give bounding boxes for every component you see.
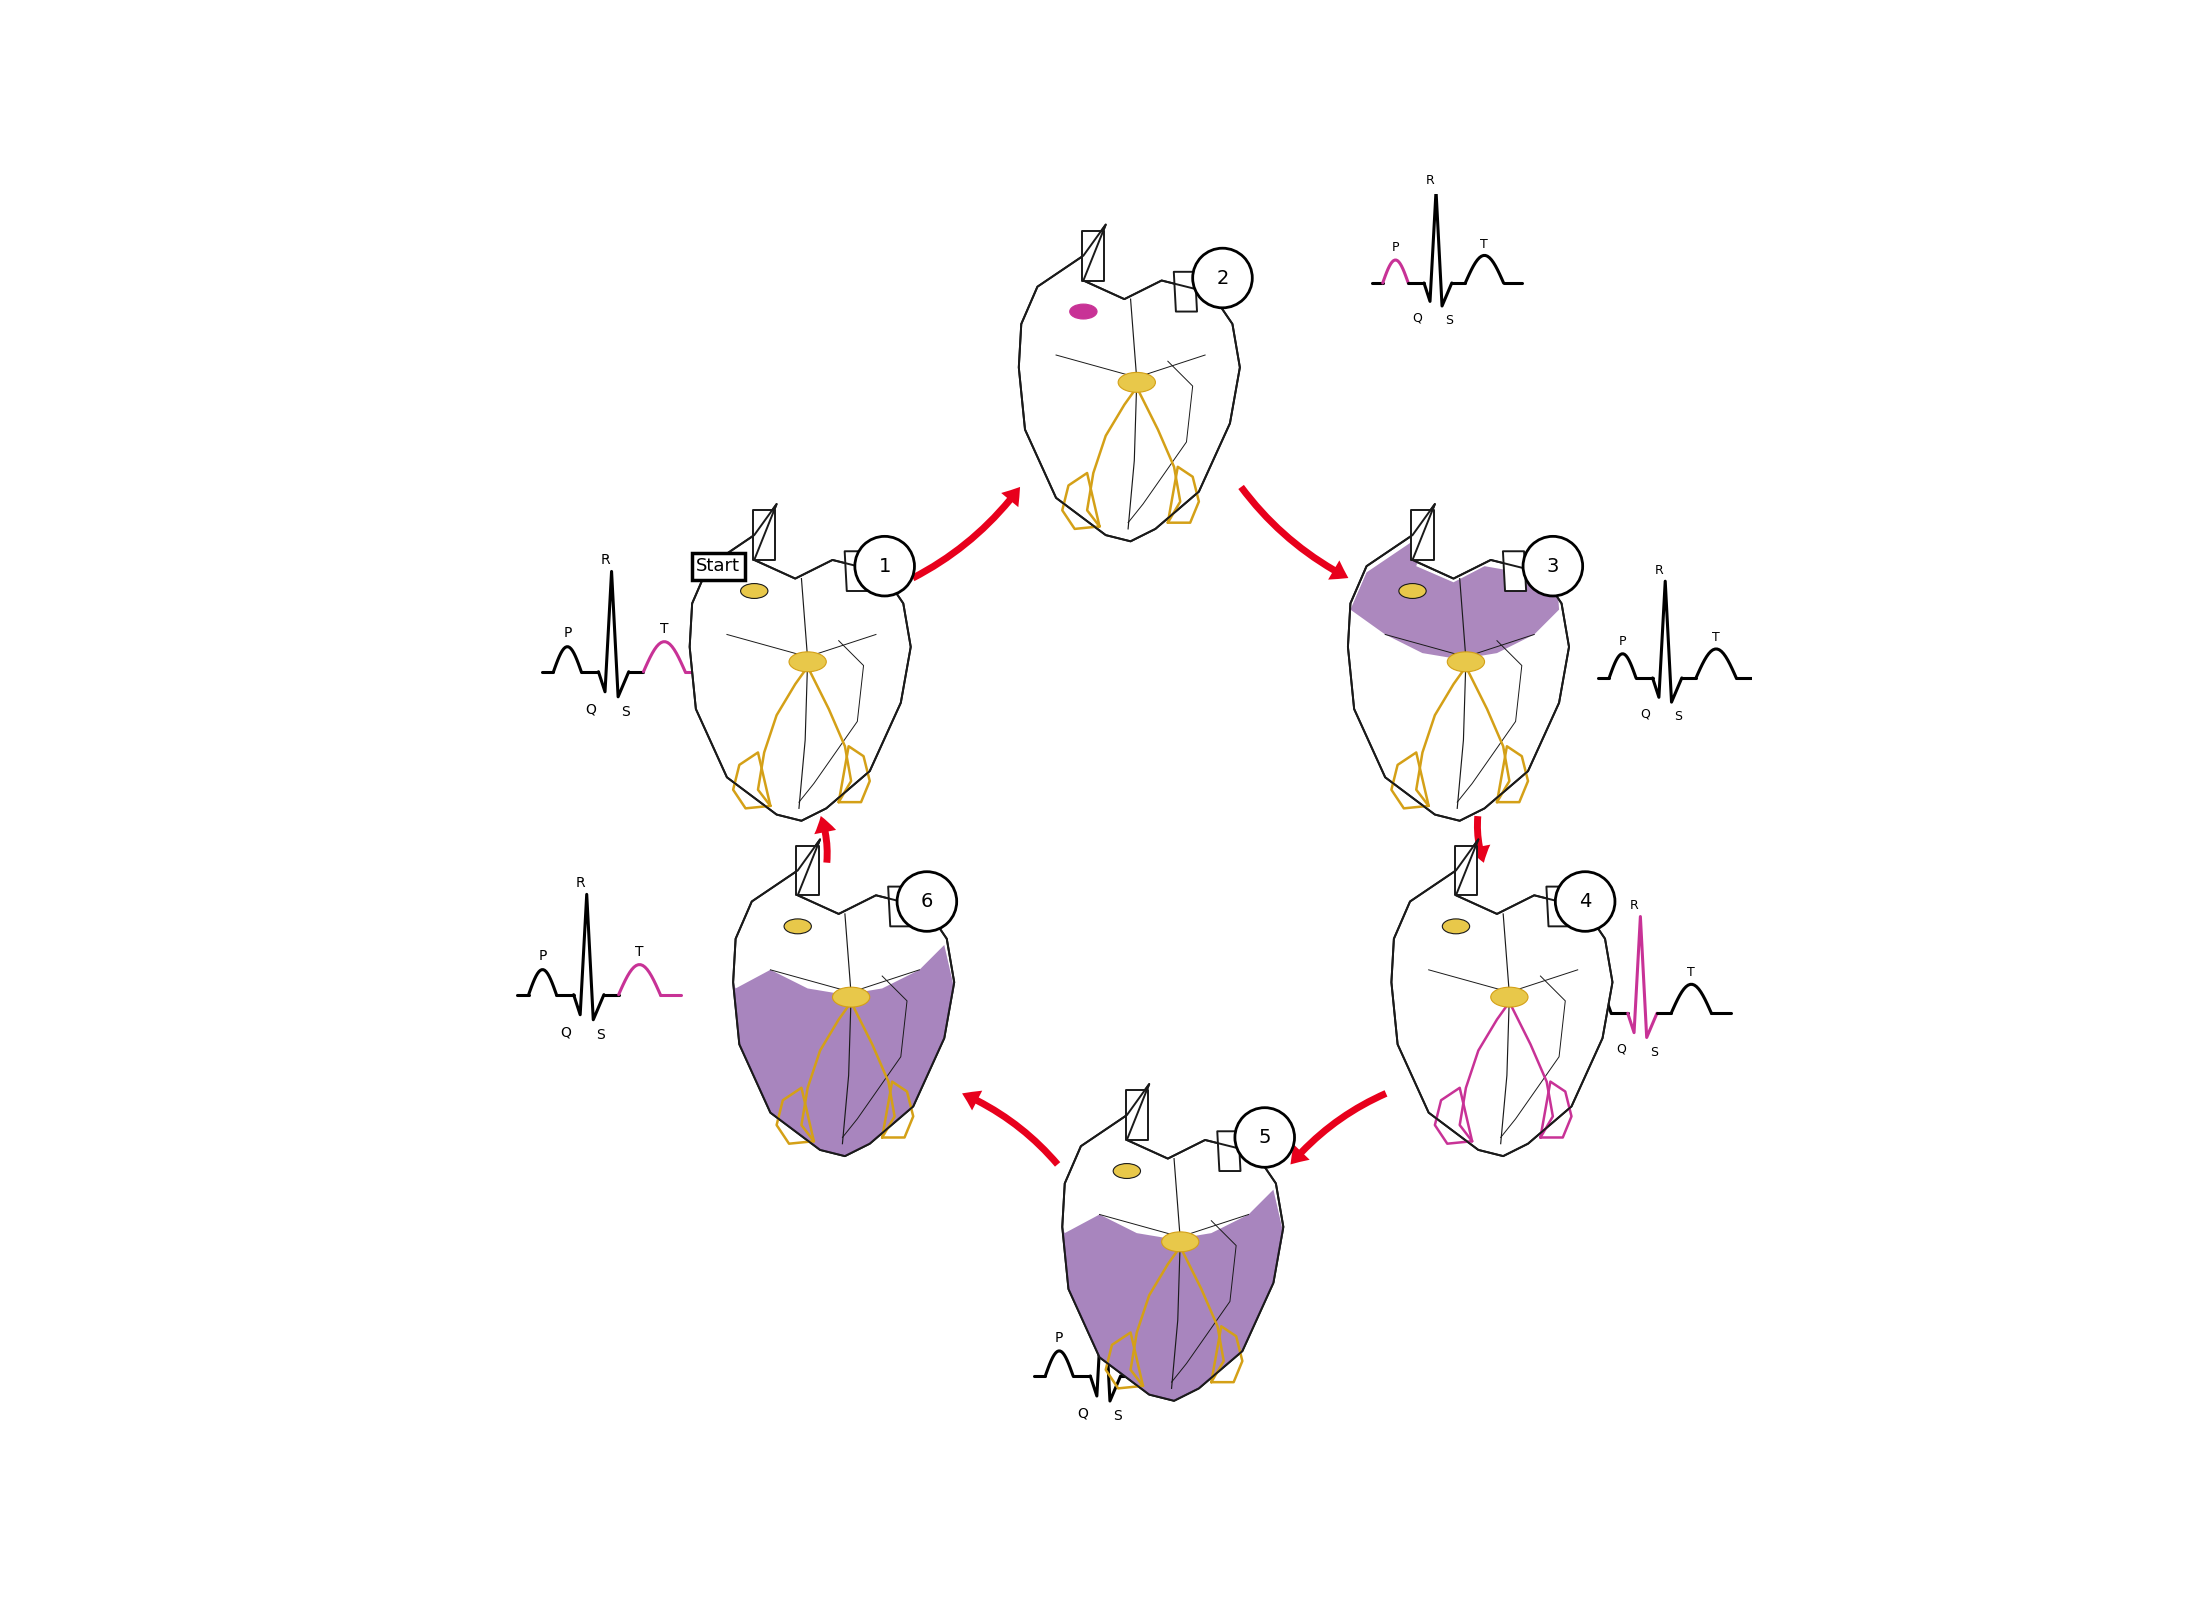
Text: Start: Start xyxy=(697,556,741,576)
Polygon shape xyxy=(1350,510,1560,660)
Text: P: P xyxy=(1595,969,1602,982)
Ellipse shape xyxy=(832,987,869,1007)
Polygon shape xyxy=(1063,1190,1284,1400)
Text: 5: 5 xyxy=(1257,1127,1271,1147)
FancyArrowPatch shape xyxy=(1238,486,1348,579)
Text: R: R xyxy=(600,553,611,568)
Text: P: P xyxy=(1619,634,1626,648)
Ellipse shape xyxy=(790,652,827,671)
Text: T: T xyxy=(1480,237,1489,250)
Ellipse shape xyxy=(1070,305,1096,319)
Polygon shape xyxy=(889,887,911,926)
Text: Q: Q xyxy=(585,702,596,716)
Text: T: T xyxy=(660,623,668,637)
Text: P: P xyxy=(538,948,547,963)
Polygon shape xyxy=(1174,273,1198,311)
Text: P: P xyxy=(563,626,571,640)
Text: R: R xyxy=(1654,565,1663,577)
Ellipse shape xyxy=(1163,1232,1198,1252)
Polygon shape xyxy=(1412,510,1434,560)
Polygon shape xyxy=(1546,887,1571,926)
Polygon shape xyxy=(690,503,911,821)
Polygon shape xyxy=(732,839,955,1157)
Text: 1: 1 xyxy=(878,556,891,576)
Circle shape xyxy=(1193,248,1253,308)
Text: 2: 2 xyxy=(1216,268,1229,287)
Ellipse shape xyxy=(1447,652,1485,671)
Text: 4: 4 xyxy=(1579,892,1591,911)
Text: T: T xyxy=(1688,966,1694,979)
Text: T: T xyxy=(1712,631,1721,644)
Text: R: R xyxy=(576,876,585,890)
Text: R: R xyxy=(1630,900,1639,913)
Ellipse shape xyxy=(1399,584,1425,598)
Text: Q: Q xyxy=(1077,1407,1088,1421)
Polygon shape xyxy=(732,945,955,1157)
FancyArrowPatch shape xyxy=(814,816,836,863)
Text: Q: Q xyxy=(1615,1044,1626,1057)
Circle shape xyxy=(1522,537,1582,595)
Polygon shape xyxy=(1083,231,1105,281)
Polygon shape xyxy=(1348,503,1568,821)
Polygon shape xyxy=(1392,839,1613,1157)
Text: S: S xyxy=(1650,1045,1657,1058)
Text: S: S xyxy=(1674,710,1683,723)
FancyArrowPatch shape xyxy=(911,487,1019,581)
Text: R: R xyxy=(1092,1258,1103,1271)
Ellipse shape xyxy=(1443,919,1469,934)
Text: 3: 3 xyxy=(1546,556,1560,576)
Text: T: T xyxy=(1152,1326,1160,1340)
Text: T: T xyxy=(635,945,644,960)
Polygon shape xyxy=(1502,552,1527,590)
Text: S: S xyxy=(1445,315,1454,327)
FancyArrowPatch shape xyxy=(1291,1090,1388,1165)
Text: S: S xyxy=(1114,1410,1123,1423)
Circle shape xyxy=(898,871,957,931)
FancyArrowPatch shape xyxy=(962,1090,1061,1166)
Text: P: P xyxy=(1392,242,1399,255)
Text: 6: 6 xyxy=(920,892,933,911)
Polygon shape xyxy=(796,845,818,895)
Ellipse shape xyxy=(783,919,812,934)
Polygon shape xyxy=(1063,1084,1284,1400)
Text: P: P xyxy=(1054,1331,1063,1345)
FancyArrowPatch shape xyxy=(1469,816,1491,863)
Polygon shape xyxy=(752,510,774,560)
Text: Q: Q xyxy=(1412,311,1423,324)
Polygon shape xyxy=(1454,845,1478,895)
Text: S: S xyxy=(622,705,631,719)
Circle shape xyxy=(1235,1108,1295,1168)
Circle shape xyxy=(856,537,915,595)
Polygon shape xyxy=(845,552,867,590)
Text: S: S xyxy=(596,1027,604,1042)
Text: R: R xyxy=(1425,174,1434,187)
Polygon shape xyxy=(1218,1131,1240,1171)
Ellipse shape xyxy=(1118,373,1156,392)
Ellipse shape xyxy=(1114,1163,1141,1179)
Polygon shape xyxy=(1125,1090,1147,1140)
Text: Q: Q xyxy=(1641,708,1650,721)
Text: Q: Q xyxy=(560,1026,571,1039)
Ellipse shape xyxy=(741,584,768,598)
Polygon shape xyxy=(1019,224,1240,542)
Circle shape xyxy=(1555,871,1615,931)
Ellipse shape xyxy=(1491,987,1529,1007)
